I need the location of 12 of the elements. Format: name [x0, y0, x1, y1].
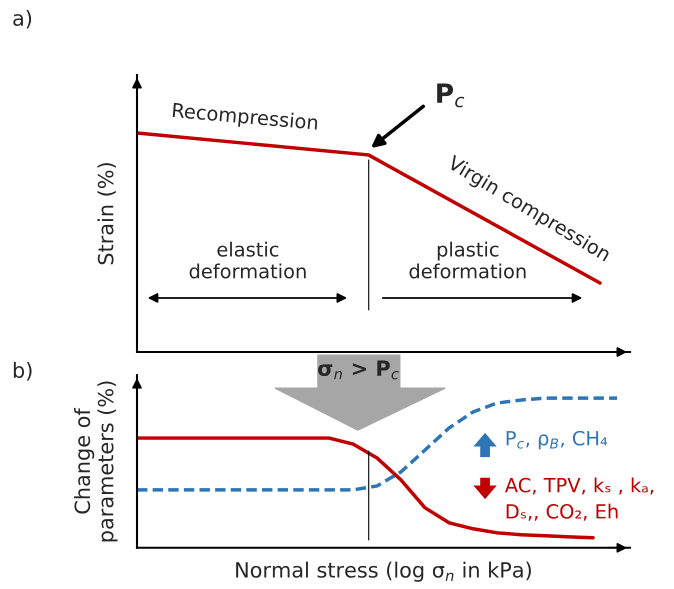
- text: P$_{c}$: [437, 84, 464, 108]
- y-axis-title: Change of parameters (%): [74, 382, 118, 542]
- text: a): [13, 10, 32, 28]
- annotation: P$_{c}$, ρ$_{B}$, CH₄: [506, 430, 608, 450]
- x-axis-title: Normal stress (log σ$_{n}$ in kPa): [236, 562, 531, 582]
- y-axis-title: Strain (%): [97, 163, 116, 264]
- text: Recompression: [172, 102, 318, 134]
- annotation: plastic deformation: [409, 242, 526, 279]
- annotation: elastic deformation: [190, 242, 306, 279]
- text: b): [14, 362, 32, 380]
- annotation: AC, TPV, kₛ , kₐ, Dₛ,, CO₂, Eh: [504, 477, 654, 521]
- text: σ$_{n}$ > P$_{c}$: [318, 360, 399, 380]
